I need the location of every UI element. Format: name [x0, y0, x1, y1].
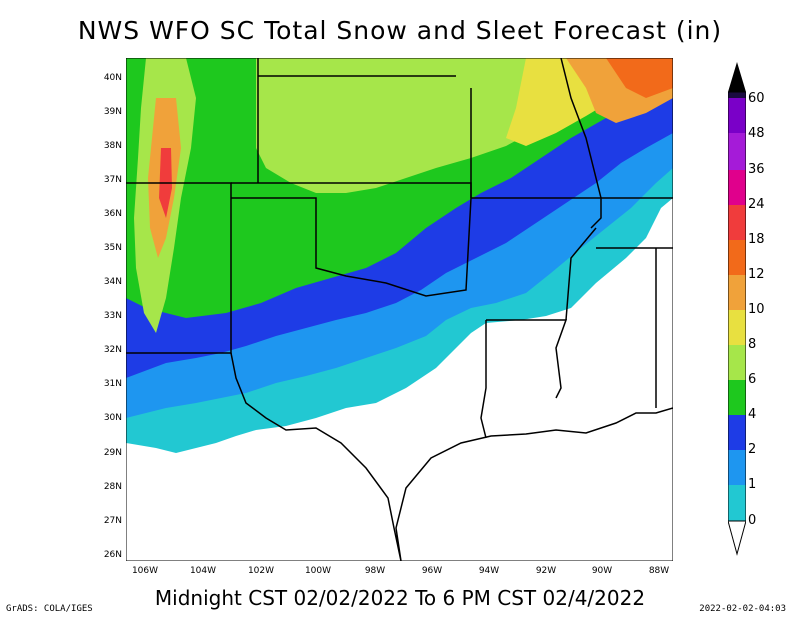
- colorbar-frame: [728, 91, 746, 522]
- lon-label: 106W: [131, 566, 159, 576]
- contour-12-18: [606, 58, 673, 98]
- colorbar-swatch: [728, 205, 746, 240]
- colorbar-label: 36: [748, 162, 765, 177]
- colorbar-label: 10: [748, 302, 765, 317]
- colorbar-bottom-arrow: [728, 520, 746, 556]
- lon-label: 92W: [535, 566, 557, 576]
- colorbar-label: 1: [748, 477, 757, 492]
- colorbar-swatch: [728, 170, 746, 205]
- colorbar-top-arrow: [728, 62, 746, 92]
- colorbar-swatch: [728, 98, 746, 133]
- colorbar-swatch: [728, 450, 746, 485]
- lon-label: 88W: [648, 566, 670, 576]
- colorbar-label: 4: [748, 407, 757, 422]
- colorbar-swatch: [728, 240, 746, 275]
- lon-label: 100W: [304, 566, 332, 576]
- colorbar-label: 12: [748, 267, 765, 282]
- lat-label: 36N: [103, 209, 122, 219]
- colorbar-label: 6: [748, 372, 757, 387]
- colorbar-swatches: [728, 62, 746, 556]
- colorbar-label: 24: [748, 197, 765, 212]
- lat-label: 32N: [103, 345, 122, 355]
- lat-label: 38N: [103, 141, 122, 151]
- lat-label: 37N: [103, 175, 122, 185]
- colorbar-swatch: [728, 415, 746, 450]
- colorbar-label: 2: [748, 442, 757, 457]
- colorbar-swatch: [728, 92, 746, 98]
- lat-label: 30N: [103, 413, 122, 423]
- forecast-period: Midnight CST 02/02/2022 To 6 PM CST 02/4…: [154, 586, 646, 610]
- colorbar-swatch: [728, 380, 746, 415]
- snowfall-map: [126, 58, 673, 561]
- colorbar-swatch: [728, 275, 746, 310]
- colorbar-swatch: [728, 345, 746, 380]
- lon-label: 102W: [247, 566, 275, 576]
- colorbar-swatch: [728, 310, 746, 345]
- lon-label: 90W: [591, 566, 613, 576]
- colorbar-swatch: [728, 485, 746, 521]
- colorbar-label: 18: [748, 232, 765, 247]
- colorbar: 60 48 36 24 18 12 10 8 6 4 2 1 0: [728, 60, 788, 556]
- snowfall-map-canvas: [126, 58, 673, 561]
- lat-label: 35N: [103, 243, 122, 253]
- lon-label: 96W: [421, 566, 443, 576]
- colorbar-swatch: [728, 133, 746, 170]
- grads-credit: GrADS: COLA/IGES: [6, 604, 93, 614]
- lon-label: 94W: [478, 566, 500, 576]
- lat-label: 34N: [103, 277, 122, 287]
- lat-label: 26N: [103, 550, 122, 560]
- lat-label: 28N: [103, 482, 122, 492]
- gulf-coastline: [230, 352, 673, 561]
- lat-label: 31N: [103, 379, 122, 389]
- lat-label: 40N: [103, 73, 122, 83]
- lat-label: 33N: [103, 311, 122, 321]
- colorbar-label: 48: [748, 126, 765, 141]
- state-borders: [126, 58, 673, 439]
- lat-label: 27N: [103, 516, 122, 526]
- lat-label: 29N: [103, 448, 122, 458]
- lon-label: 104W: [189, 566, 217, 576]
- issue-timestamp: 2022-02-02-04:03: [699, 604, 786, 614]
- lon-label: 98W: [364, 566, 386, 576]
- colorbar-label: 60: [748, 91, 765, 106]
- colorbar-label: 0: [748, 513, 757, 528]
- map-title: NWS WFO SC Total Snow and Sleet Forecast…: [77, 16, 723, 45]
- colorbar-label: 8: [748, 337, 757, 352]
- lat-label: 39N: [103, 107, 122, 117]
